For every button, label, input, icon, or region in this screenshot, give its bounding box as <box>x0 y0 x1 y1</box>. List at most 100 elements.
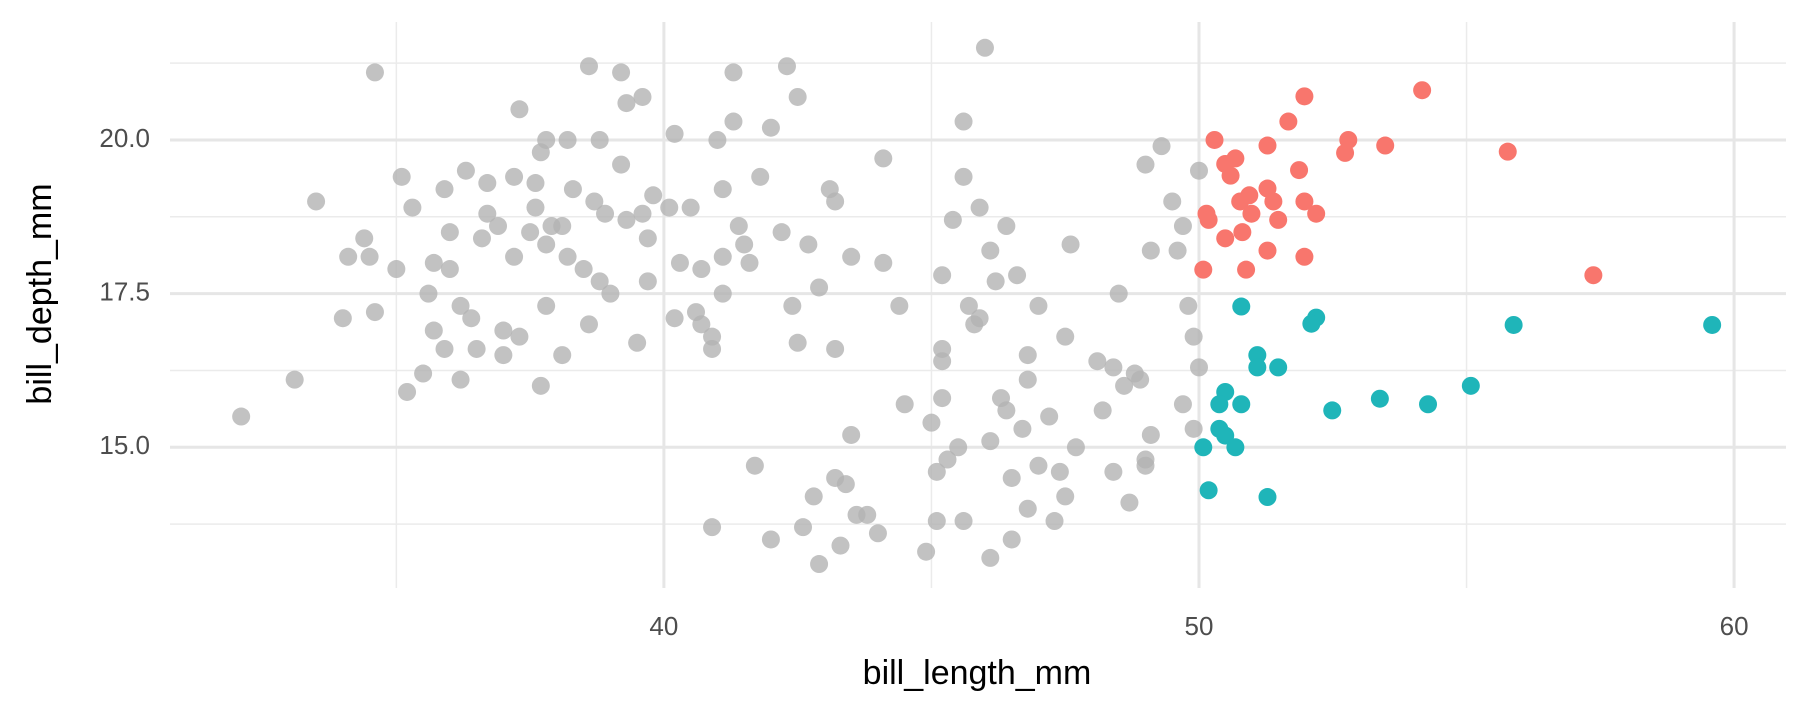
point <box>724 63 743 82</box>
point <box>1173 217 1192 236</box>
point <box>1498 142 1517 161</box>
point <box>729 217 748 236</box>
point <box>435 339 454 358</box>
y-axis-title: bill_depth_mm <box>21 183 59 404</box>
point <box>783 296 802 315</box>
point <box>970 309 989 328</box>
point <box>1018 499 1037 518</box>
point <box>1226 149 1245 168</box>
point <box>970 198 989 217</box>
point <box>628 333 647 352</box>
point <box>713 284 732 303</box>
point <box>1104 358 1123 377</box>
point <box>1221 166 1240 185</box>
point <box>660 198 679 217</box>
point <box>1248 358 1267 377</box>
point <box>954 112 973 131</box>
point <box>285 370 304 389</box>
point <box>1194 260 1213 279</box>
point <box>933 352 952 371</box>
point <box>1061 235 1080 254</box>
point <box>1179 296 1198 315</box>
point <box>981 241 1000 260</box>
point <box>398 382 417 401</box>
point <box>975 38 994 57</box>
point <box>826 192 845 211</box>
point <box>1242 204 1261 223</box>
point <box>510 327 529 346</box>
point <box>761 118 780 137</box>
point <box>788 87 807 106</box>
point <box>1120 493 1139 512</box>
point <box>1050 462 1069 481</box>
point <box>1240 186 1259 205</box>
point <box>601 284 620 303</box>
point <box>1008 266 1027 285</box>
point <box>307 192 326 211</box>
point <box>1040 407 1059 426</box>
point <box>558 130 577 149</box>
point <box>1216 426 1235 445</box>
point <box>633 204 652 223</box>
point <box>981 548 1000 567</box>
point <box>553 346 572 365</box>
point <box>456 161 475 180</box>
point <box>1002 530 1021 549</box>
point <box>874 253 893 272</box>
point <box>1295 87 1314 106</box>
point <box>467 339 486 358</box>
point <box>1029 456 1048 475</box>
y-tick-label: 20.0 <box>99 123 150 153</box>
point <box>494 321 513 340</box>
point <box>505 247 524 266</box>
point <box>638 229 657 248</box>
point <box>590 272 609 291</box>
point <box>531 376 550 395</box>
point <box>981 432 1000 451</box>
point <box>1056 327 1075 346</box>
point <box>644 186 663 205</box>
point <box>1290 161 1309 180</box>
point <box>1136 456 1155 475</box>
point <box>365 63 384 82</box>
point <box>579 57 598 76</box>
point <box>1018 346 1037 365</box>
point <box>954 512 973 531</box>
point <box>1504 315 1523 334</box>
point <box>745 456 764 475</box>
point <box>494 346 513 365</box>
point <box>1093 401 1112 420</box>
point <box>799 235 818 254</box>
point <box>842 247 861 266</box>
point <box>612 155 631 174</box>
point <box>1194 438 1213 457</box>
x-axis-title: bill_length_mm <box>863 654 1092 692</box>
point <box>1419 395 1438 414</box>
point <box>1269 358 1288 377</box>
point <box>959 296 978 315</box>
point <box>1205 130 1224 149</box>
point <box>1141 425 1160 444</box>
point <box>232 407 251 426</box>
point <box>1232 297 1251 316</box>
point <box>1584 266 1603 285</box>
point <box>1088 352 1107 371</box>
point <box>638 272 657 291</box>
point <box>740 253 759 272</box>
point <box>451 370 470 389</box>
point <box>1233 223 1252 242</box>
point <box>419 284 438 303</box>
point <box>489 217 508 236</box>
point <box>794 518 813 537</box>
point <box>826 339 845 358</box>
point <box>810 555 829 574</box>
point <box>585 192 604 211</box>
point <box>1189 358 1208 377</box>
point <box>751 167 770 186</box>
point <box>1199 210 1218 229</box>
point <box>387 260 406 279</box>
point <box>1056 487 1075 506</box>
y-tick-label: 15.0 <box>99 430 150 460</box>
point <box>1199 481 1218 500</box>
point <box>537 235 556 254</box>
